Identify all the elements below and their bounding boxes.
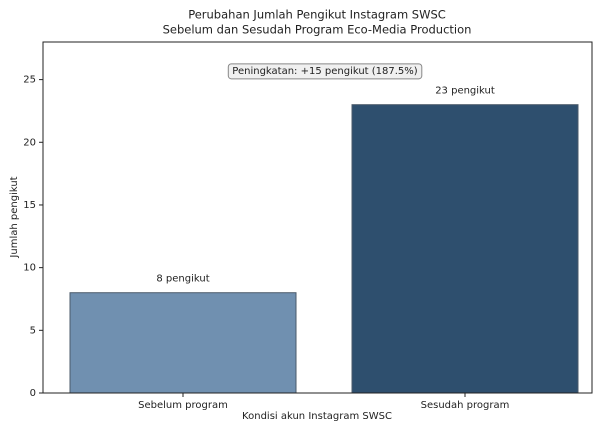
x-tick-label: Sesudah program	[421, 400, 510, 411]
y-tick-label: 20	[23, 137, 36, 148]
value-label: 8 pengikut	[156, 274, 209, 285]
y-axis-label: Jumlah pengikut	[9, 176, 20, 258]
bar	[351, 104, 579, 394]
annotation-box	[227, 63, 423, 80]
annotation: Peningkatan: +15 pengikut (187.5%)	[232, 66, 418, 77]
bar	[69, 292, 297, 394]
x-axis-label: Kondisi akun Instagram SWSC	[242, 411, 392, 422]
x-tick-label: Sebelum program	[138, 400, 228, 411]
chart-subtitle: Sebelum dan Sesudah Program Eco-Media Pr…	[163, 23, 472, 37]
axes-frame	[42, 41, 593, 394]
chart-title: Perubahan Jumlah Pengikut Instagram SWSC	[188, 8, 446, 22]
y-tick-label: 0	[30, 388, 36, 399]
y-tick-label: 25	[23, 75, 36, 86]
y-tick-label: 5	[30, 325, 36, 336]
y-tick-label: 10	[23, 263, 36, 274]
y-tick-label: 15	[23, 200, 36, 211]
value-label: 23 pengikut	[435, 86, 495, 97]
